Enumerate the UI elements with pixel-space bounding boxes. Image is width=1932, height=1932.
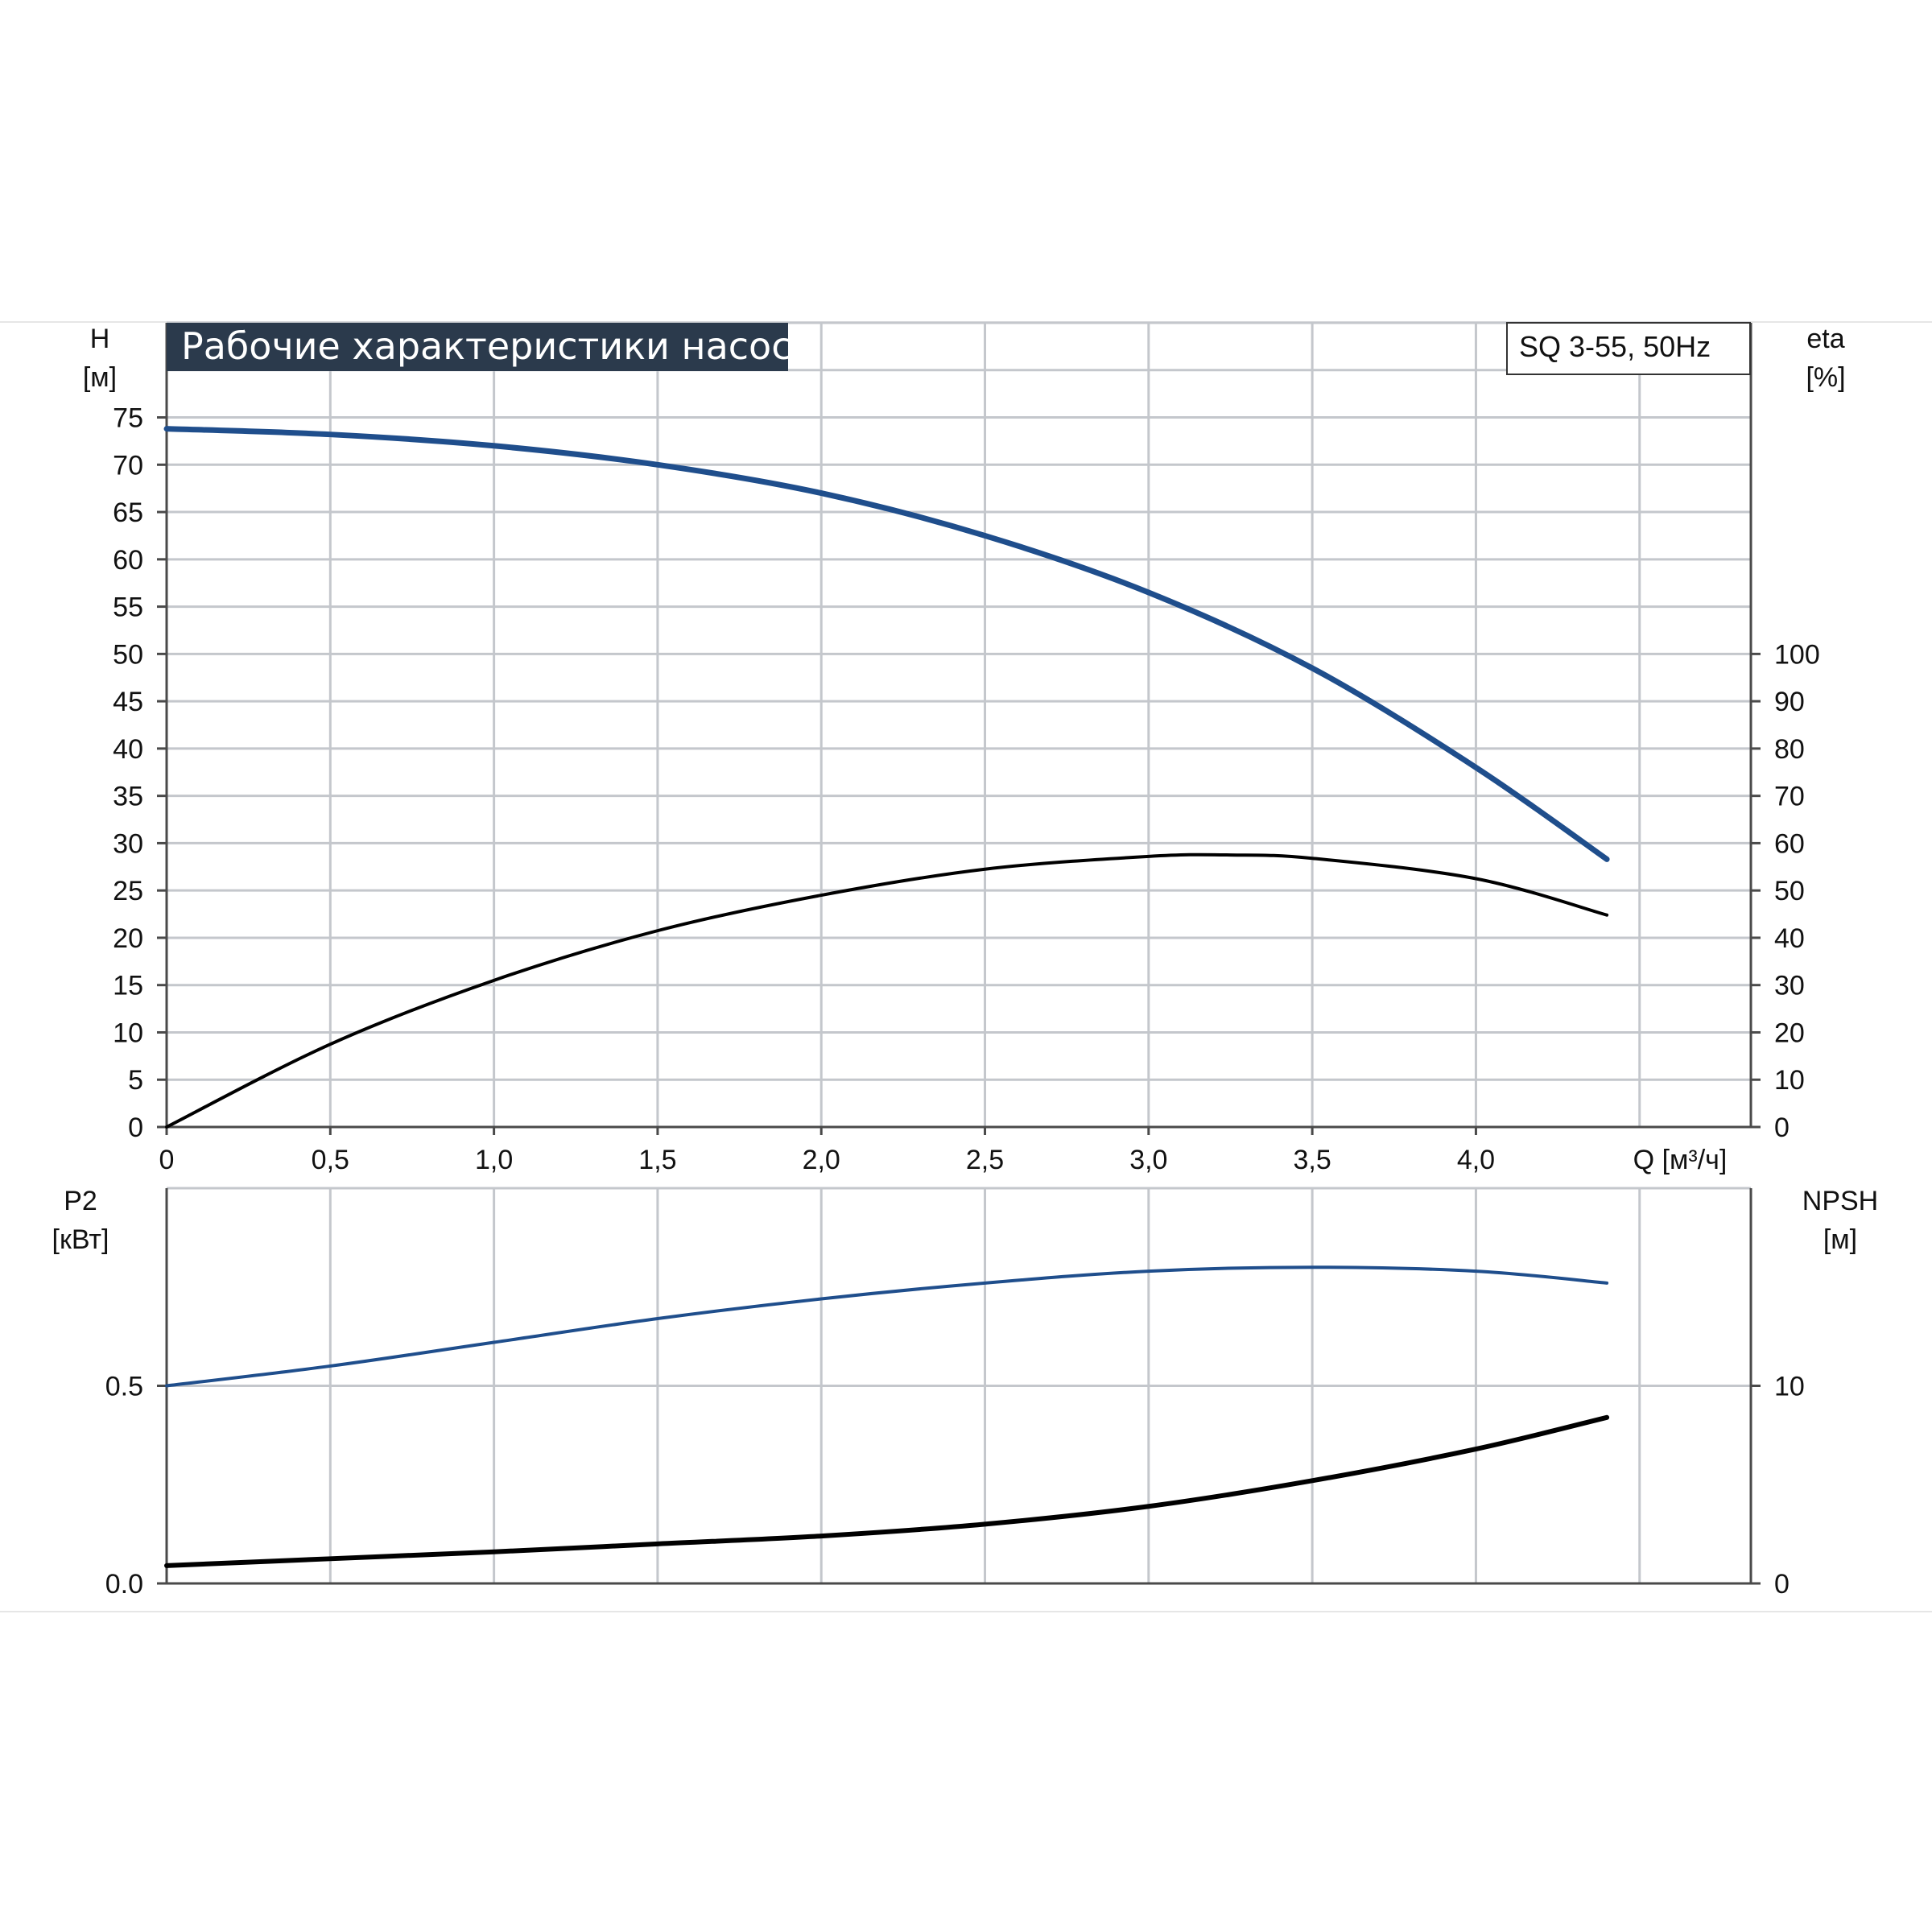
h-tick-label: 65 [113,497,143,528]
eta-tick-label: 100 [1774,639,1820,670]
h-tick-label: 35 [113,782,143,812]
q-tick-label: 2,0 [803,1145,840,1175]
p2-axis-unit: [кВт] [52,1224,109,1255]
power-curve [165,1265,1609,1388]
h-tick-label: 30 [113,828,143,859]
curves [163,426,1610,1568]
eta-tick-label: 90 [1774,687,1805,717]
q-tick-label: 1,0 [475,1145,513,1175]
top-panel-grid [167,321,1751,1127]
h-tick-label: 50 [113,639,143,670]
h-tick-label: 75 [113,403,143,434]
h-tick-label: 60 [113,545,143,576]
h-axis-label: H [90,324,110,354]
tick-labels: 0 5 10 15 20 25 30 35 40 45 50 55 60 65 70 75 0 10 20 30 40 5… [105,403,1820,1600]
h-tick-label: 20 [113,923,143,954]
h-axis-unit: [м] [83,362,117,393]
eta-tick-label: 70 [1774,782,1805,812]
h-tick-label: 25 [113,876,143,906]
q-axis-label: Q [м³/ч] [1633,1145,1728,1175]
npsh-tick-label: 0 [1774,1569,1790,1600]
axes [157,323,1761,1585]
p2-tick-label: 0.5 [105,1372,143,1402]
chart-title: Рабочие характеристики насоса [181,324,815,368]
h-tick-label: 40 [113,734,143,765]
q-tick-label: 2,5 [966,1145,1004,1175]
eta-axis-unit: [%] [1806,362,1845,393]
h-tick-label: 5 [128,1065,143,1096]
eta-tick-label: 10 [1774,1065,1805,1096]
eta-tick-label: 0 [1774,1113,1790,1143]
q-tick-label: 0 [159,1145,175,1175]
eta-tick-label: 80 [1774,734,1805,765]
head-curve [163,426,1610,862]
h-tick-label: 55 [113,592,143,623]
efficiency-curve [165,852,1609,1129]
title-banner [167,323,788,371]
h-tick-label: 45 [113,687,143,717]
q-tick-label: 3,0 [1129,1145,1167,1175]
eta-axis-label: eta [1806,324,1844,354]
npsh-curve [164,1414,1610,1568]
q-tick-label: 4,0 [1457,1145,1495,1175]
bottom-panel-grid [167,1187,1751,1583]
model-label: SQ 3-55, 50Hz [1519,330,1711,363]
h-tick-label: 15 [113,971,143,1001]
q-tick-label: 1,5 [638,1145,676,1175]
h-tick-label: 0 [128,1113,143,1143]
h-tick-label: 70 [113,450,143,481]
q-tick-label: 3,5 [1294,1145,1331,1175]
eta-tick-label: 40 [1774,923,1805,954]
npsh-tick-label: 10 [1774,1372,1805,1402]
model-box [1506,322,1751,375]
eta-tick-label: 20 [1774,1018,1805,1048]
h-tick-label: 10 [113,1018,143,1048]
eta-tick-label: 30 [1774,971,1805,1001]
npsh-axis-unit: [м] [1823,1224,1857,1255]
eta-tick-label: 60 [1774,828,1805,859]
eta-tick-label: 50 [1774,876,1805,906]
p2-axis-label: P2 [64,1186,97,1216]
p2-tick-label: 0.0 [105,1569,143,1600]
npsh-axis-label: NPSH [1802,1186,1878,1216]
q-tick-label: 0,5 [312,1145,349,1175]
